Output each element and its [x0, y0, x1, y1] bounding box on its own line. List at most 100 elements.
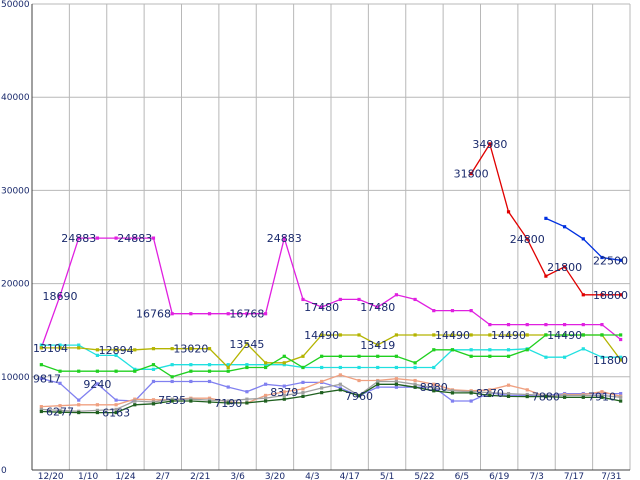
- data-label: 6163: [102, 407, 130, 420]
- data-point: [600, 293, 604, 297]
- data-point: [77, 403, 81, 407]
- data-point: [114, 410, 118, 415]
- data-point: [263, 382, 268, 386]
- data-point: [245, 342, 249, 346]
- data-point: [95, 353, 100, 357]
- data-point: [488, 354, 492, 358]
- x-tick-label: 2/21: [190, 472, 210, 480]
- data-point: [413, 378, 417, 383]
- data-point: [189, 347, 193, 351]
- data-point: [581, 333, 585, 337]
- data-point: [525, 323, 529, 327]
- data-label: 9240: [83, 378, 111, 391]
- data-point: [394, 333, 399, 337]
- data-point: [394, 354, 399, 358]
- data-point: [226, 385, 230, 389]
- data-point: [189, 399, 193, 403]
- data-point: [170, 397, 174, 401]
- data-point: [58, 408, 62, 412]
- data-point: [544, 323, 548, 327]
- data-point: [413, 361, 417, 365]
- data-point: [301, 297, 305, 302]
- data-point: [376, 354, 380, 358]
- data-point: [413, 333, 417, 337]
- data-point: [562, 265, 567, 269]
- data-point: [320, 365, 324, 370]
- data-label: 8270: [476, 387, 504, 400]
- data-point: [282, 363, 286, 367]
- data-point: [263, 399, 268, 403]
- data-point: [525, 394, 529, 399]
- data-point: [114, 398, 118, 402]
- series-line: [41, 383, 621, 414]
- data-point: [357, 365, 361, 370]
- data-point: [151, 402, 156, 406]
- data-point: [207, 398, 212, 402]
- data-point: [544, 333, 548, 337]
- series-line: [41, 334, 622, 369]
- data-point: [245, 312, 249, 316]
- data-point: [189, 397, 193, 401]
- y-tick-label: 10000: [1, 373, 30, 383]
- data-point: [301, 365, 305, 370]
- x-tick-label: 7/31: [601, 472, 621, 480]
- data-point: [320, 354, 324, 358]
- data-point: [600, 333, 604, 337]
- data-point: [263, 363, 268, 367]
- data-point: [114, 407, 118, 412]
- data-label: 16768: [136, 308, 171, 321]
- data-point: [226, 363, 230, 367]
- x-tick-label: 6/19: [489, 472, 509, 480]
- data-point: [320, 333, 324, 337]
- data-point: [394, 293, 399, 297]
- data-point: [263, 365, 268, 370]
- data-point: [562, 333, 567, 337]
- data-point: [226, 369, 230, 373]
- data-point: [544, 394, 548, 399]
- data-point: [245, 390, 249, 394]
- data-point: [320, 386, 324, 390]
- data-point: [469, 391, 473, 395]
- data-point: [376, 379, 380, 384]
- data-label: 7880: [532, 391, 560, 404]
- series-line: [41, 344, 621, 370]
- data-point: [58, 410, 62, 414]
- data-point: [170, 363, 174, 367]
- data-point: [562, 355, 567, 359]
- data-label: 12894: [99, 344, 134, 357]
- data-point: [581, 323, 585, 327]
- data-label: 7190: [214, 397, 242, 410]
- data-point: [133, 397, 137, 401]
- data-point: [39, 405, 43, 409]
- data-point: [39, 363, 43, 367]
- data-point: [581, 293, 585, 297]
- data-label: 8379: [270, 386, 298, 399]
- data-point: [544, 355, 548, 359]
- data-label: 7960: [345, 390, 373, 403]
- data-point: [77, 346, 81, 350]
- y-tick-label: 0: [1, 466, 7, 476]
- y-tick-label: 50000: [1, 0, 30, 10]
- data-point: [506, 354, 511, 358]
- data-point: [95, 348, 100, 352]
- x-tick-label: 5/22: [414, 472, 434, 480]
- data-point: [189, 379, 193, 384]
- x-tick-label: 1/24: [115, 472, 135, 480]
- data-point: [506, 210, 511, 214]
- data-point: [544, 274, 548, 278]
- data-point: [207, 379, 212, 384]
- data-point: [506, 348, 511, 352]
- data-point: [488, 333, 492, 337]
- data-label: 6277: [46, 405, 74, 418]
- data-point: [151, 379, 156, 384]
- data-point: [151, 236, 156, 240]
- data-point: [376, 382, 380, 386]
- data-point: [245, 397, 249, 401]
- data-point: [301, 387, 305, 391]
- data-point: [600, 391, 604, 396]
- data-point: [133, 348, 137, 352]
- data-point: [432, 386, 436, 390]
- x-tick-label: 12/20: [38, 472, 64, 480]
- data-point: [320, 391, 324, 395]
- data-point: [338, 388, 342, 392]
